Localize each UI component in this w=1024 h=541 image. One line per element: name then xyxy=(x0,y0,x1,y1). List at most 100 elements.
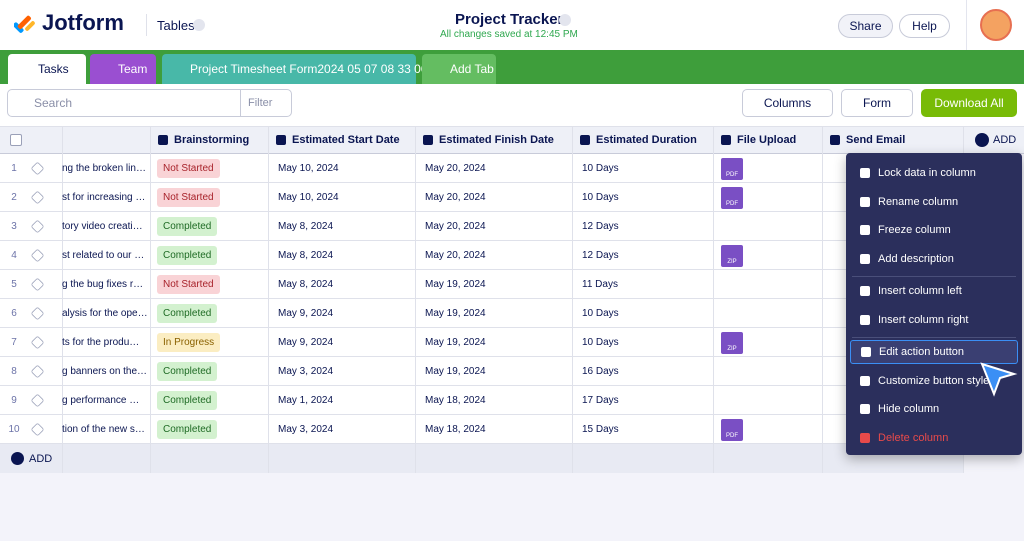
row-divider xyxy=(0,356,963,357)
form-button[interactable]: Form xyxy=(841,89,913,117)
menu-item[interactable]: Insert column right xyxy=(850,308,1018,332)
menu-label[interactable]: Add description xyxy=(878,252,954,265)
column-title[interactable]: Estimated Start Date xyxy=(292,134,400,146)
row-number: 7 xyxy=(11,337,17,348)
avatar[interactable] xyxy=(980,9,1012,41)
divider xyxy=(146,14,147,36)
logo-text: Jotform xyxy=(42,10,124,35)
cell-start: May 3, 2024 xyxy=(278,366,334,377)
menu-label[interactable]: Freeze column xyxy=(878,224,951,236)
column-title[interactable]: Brainstorming xyxy=(174,134,250,146)
menu-label[interactable]: Rename column xyxy=(878,195,959,208)
row-number: 8 xyxy=(11,366,17,377)
menu-item[interactable]: Lock data in column xyxy=(850,161,1018,185)
cell-start: May 8, 2024 xyxy=(278,221,334,232)
tab[interactable]: Project Timesheet Form2024 05 07 08 33 0… xyxy=(162,54,427,84)
menu-icon xyxy=(860,196,870,207)
menu-item[interactable]: Add description xyxy=(850,247,1018,271)
nav-tables[interactable]: Tables xyxy=(157,18,195,33)
menu-icon xyxy=(860,286,870,296)
menu-label[interactable]: Insert column left xyxy=(878,285,962,297)
filter-label[interactable]: Filter xyxy=(248,97,273,109)
cell-finish: May 20, 2024 xyxy=(425,221,486,232)
status-badge[interactable]: In Progress xyxy=(157,333,221,352)
status-badge[interactable]: Not Started xyxy=(157,275,220,294)
menu-item[interactable]: Insert column left xyxy=(850,279,1018,303)
menu-item[interactable]: Hide column xyxy=(850,397,1018,421)
menu-item[interactable]: Delete column xyxy=(850,426,1018,450)
column-header[interactable]: Estimated Duration xyxy=(580,126,705,154)
menu-label[interactable]: Lock data in column xyxy=(878,167,976,179)
cell-duration: 10 Days xyxy=(582,308,619,319)
file-icon[interactable]: ZIP xyxy=(721,332,743,354)
column-divider xyxy=(415,126,416,473)
add-column[interactable]: ADD xyxy=(993,134,1017,146)
title-caret[interactable] xyxy=(559,14,571,26)
column-header[interactable]: File Upload xyxy=(721,126,814,154)
add-column-icon[interactable] xyxy=(975,133,989,147)
file-icon[interactable]: PDF xyxy=(721,419,743,441)
column-title[interactable]: Estimated Finish Date xyxy=(439,134,554,146)
doc-title[interactable]: Project Tracker xyxy=(455,11,564,28)
column-header[interactable]: Estimated Finish Date xyxy=(423,126,564,154)
file-icon[interactable]: ZIP xyxy=(721,245,743,267)
status-badge[interactable]: Not Started xyxy=(157,159,220,178)
form-label[interactable]: Form xyxy=(863,96,891,110)
columns-label[interactable]: Columns xyxy=(763,96,812,110)
menu-label[interactable]: Customize button style xyxy=(878,374,990,387)
column-title[interactable]: Estimated Duration xyxy=(596,134,697,146)
cell-duration: 10 Days xyxy=(582,163,619,174)
status-badge[interactable]: Completed xyxy=(157,304,218,323)
search-box[interactable]: Search xyxy=(7,89,292,117)
file-icon[interactable]: PDF xyxy=(721,187,743,209)
status-badge[interactable]: Completed xyxy=(157,246,218,265)
download-button[interactable]: Download All xyxy=(921,89,1017,117)
nav-caret[interactable] xyxy=(193,19,205,31)
task-text: st for increasing … xyxy=(62,192,146,203)
status-badge[interactable]: Completed xyxy=(157,420,218,439)
status-badge[interactable]: Not Started xyxy=(157,188,220,207)
cell-finish: May 20, 2024 xyxy=(425,250,486,261)
menu-icon xyxy=(860,404,870,414)
menu-item[interactable]: Edit action button xyxy=(850,340,1018,364)
menu-label[interactable]: Delete column xyxy=(878,431,949,444)
tab[interactable]: Tasks xyxy=(8,54,86,84)
status-badge[interactable]: Completed xyxy=(157,391,218,410)
filter-button[interactable]: Filter xyxy=(240,89,292,117)
row-divider xyxy=(0,269,963,270)
columns-button[interactable]: Columns xyxy=(742,89,833,117)
menu-item[interactable]: Freeze column xyxy=(850,218,1018,242)
column-title[interactable]: Send Email xyxy=(846,134,906,146)
download-label[interactable]: Download All xyxy=(934,96,1004,110)
menu-item[interactable]: Customize button style xyxy=(850,369,1018,393)
menu-label[interactable]: Hide column xyxy=(878,403,940,415)
column-icon xyxy=(830,135,840,145)
cell-finish: May 18, 2024 xyxy=(425,424,486,435)
select-all-checkbox[interactable] xyxy=(10,134,22,146)
share-label[interactable]: Share xyxy=(849,19,882,33)
menu-item[interactable]: Rename column xyxy=(850,190,1018,214)
add-row[interactable]: ADD xyxy=(29,452,53,465)
row-number: 10 xyxy=(8,424,20,435)
status-badge[interactable]: Completed xyxy=(157,217,218,236)
tab[interactable]: Team xyxy=(90,54,156,84)
search-placeholder[interactable]: Search xyxy=(34,96,73,110)
column-header[interactable]: Send Email xyxy=(830,126,955,154)
tab[interactable]: Add Tab xyxy=(422,54,496,84)
row-divider xyxy=(0,298,963,299)
menu-label[interactable]: Insert column right xyxy=(878,313,969,326)
cell-duration: 17 Days xyxy=(582,395,619,406)
column-divider xyxy=(150,126,151,473)
column-title[interactable]: File Upload xyxy=(737,134,797,146)
menu-label[interactable]: Edit action button xyxy=(879,346,965,358)
column-header[interactable]: Estimated Start Date xyxy=(276,126,407,154)
column-header[interactable]: Brainstorming xyxy=(158,126,260,154)
help-button[interactable]: Help xyxy=(899,14,950,38)
add-row-icon[interactable] xyxy=(11,452,24,465)
status-badge[interactable]: Completed xyxy=(157,362,218,381)
column-divider xyxy=(822,126,823,473)
cell-start: May 8, 2024 xyxy=(278,279,334,290)
help-label[interactable]: Help xyxy=(912,19,937,33)
file-icon[interactable]: PDF xyxy=(721,158,743,180)
share-button[interactable]: Share xyxy=(838,14,893,38)
